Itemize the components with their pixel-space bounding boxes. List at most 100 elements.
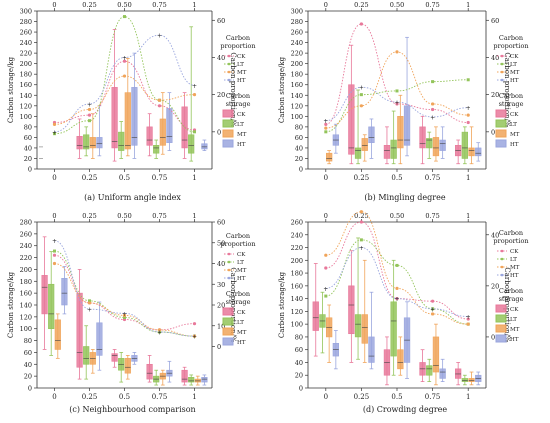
x-tick-label: 0.25 xyxy=(82,174,98,182)
y2-tick-label: 40 xyxy=(491,231,499,239)
y-tick-label: 60 xyxy=(295,134,303,142)
y-tick-label: 200 xyxy=(20,60,32,68)
legend-label: CK xyxy=(510,249,519,255)
proportion-line-ht xyxy=(325,247,469,317)
proportion-point-ck xyxy=(466,120,470,125)
box-ck xyxy=(455,368,462,379)
y-tick-label: 100 xyxy=(20,113,32,121)
box-lt xyxy=(118,131,125,151)
box-lt xyxy=(461,131,468,159)
y2-axis-title: Carbon proportion/% xyxy=(229,267,237,343)
legend-storage-title: Carbon xyxy=(499,92,523,100)
y-tick-label: 80 xyxy=(295,123,303,131)
chart-panel-1: 0204060801001201401601802002202402602803… xyxy=(278,1,529,202)
y-tick-label: 260 xyxy=(291,29,303,37)
legend-marker-ht xyxy=(500,78,504,82)
x-top-tick-label: 0.25 xyxy=(82,1,96,9)
proportion-point-lt xyxy=(88,119,91,123)
legend-proportion-title: Carbon xyxy=(499,34,523,42)
x-top-tick-label: 0 xyxy=(52,212,56,220)
box-lt xyxy=(390,139,397,159)
x-tick-label: 0.5 xyxy=(119,393,130,401)
y-tick-label: 0 xyxy=(28,385,32,393)
box-ck xyxy=(41,275,48,315)
box-lt xyxy=(188,377,195,383)
legend-proportion-title: proportion xyxy=(493,42,528,50)
y-tick-label: 220 xyxy=(291,244,303,252)
x-tick-label: 0.75 xyxy=(152,174,168,182)
proportion-point-ht: + xyxy=(466,105,471,112)
y-tick-label: 300 xyxy=(291,8,303,16)
box-lt xyxy=(83,346,90,365)
proportion-line-mt xyxy=(325,211,469,325)
y-tick-label: 0 xyxy=(28,166,32,174)
y2-tick-label: 0 xyxy=(217,343,221,351)
legend-proportion-title: proportion xyxy=(220,42,255,50)
x-tick-label: 0 xyxy=(324,174,328,182)
legend-label: LT xyxy=(510,257,517,263)
x-tick-label: 0 xyxy=(52,393,56,401)
legend-marker-lt xyxy=(500,257,504,261)
y-axis-title: Carbon storage/kg xyxy=(278,271,286,338)
y2-tick-label: 50 xyxy=(217,239,225,247)
proportion-point-lt xyxy=(431,80,435,84)
y-tick-label: 20 xyxy=(295,155,303,163)
legend-marker-mt xyxy=(227,268,231,272)
box-ht xyxy=(201,377,208,383)
y-tick-label: 80 xyxy=(24,123,32,131)
proportion-point-lt xyxy=(395,89,399,93)
legend-marker-lt xyxy=(500,62,504,66)
proportion-point-lt xyxy=(88,299,91,303)
proportion-point-ht: + xyxy=(394,100,399,107)
x-top-tick-label: 1 xyxy=(192,1,196,9)
y-axis-title: Carbon storage/kg xyxy=(7,56,15,123)
box-lt xyxy=(390,301,397,357)
legend-label: LT xyxy=(510,317,517,323)
x-top-tick-label: 0 xyxy=(324,1,328,9)
proportion-point-ck xyxy=(395,297,399,301)
proportion-point-ht: + xyxy=(323,118,328,125)
box-mt xyxy=(159,118,166,146)
x-tick-label: 0.25 xyxy=(354,174,370,182)
y2-tick-label: 40 xyxy=(217,260,225,268)
x-tick-label: 0.25 xyxy=(82,393,98,401)
y-tick-label: 60 xyxy=(24,134,32,142)
proportion-point-lt xyxy=(123,315,126,319)
legend-marker-ht xyxy=(227,78,231,82)
y-tick-label: 200 xyxy=(291,60,303,68)
box-lt xyxy=(461,378,468,382)
legend-label: CK xyxy=(510,54,519,60)
x-top-tick-label: 1 xyxy=(466,212,470,220)
proportion-point-lt xyxy=(193,130,196,134)
x-top-tick-label: 0.50 xyxy=(117,1,131,9)
proportion-point-mt xyxy=(324,126,328,130)
legend-storage-title: Carbon xyxy=(226,92,250,100)
legend: CarbonproportionCKLTMTHTCarbonstorageCKL… xyxy=(493,34,528,148)
x-top-tick-label: 0.75 xyxy=(425,212,439,220)
box-mt xyxy=(397,116,404,149)
box-ht xyxy=(475,147,482,157)
y2-tick-label: 10 xyxy=(217,322,225,330)
x-tick-label: 1 xyxy=(466,174,470,182)
box-lt xyxy=(426,138,433,149)
box-ht xyxy=(166,108,173,143)
proportion-point-lt xyxy=(123,15,126,19)
y2-tick-label: 20 xyxy=(217,302,225,310)
y-tick-label: 40 xyxy=(295,359,303,367)
proportion-point-mt xyxy=(87,301,92,305)
box-mt xyxy=(361,138,368,151)
chart-panel-3: 0204060801001201401601802002202402600204… xyxy=(278,210,529,414)
y-tick-label: 180 xyxy=(291,270,303,278)
y2-tick-label: 20 xyxy=(491,282,499,290)
x-tick-label: 0.25 xyxy=(354,393,370,401)
x-top-tick-label: 0.50 xyxy=(117,212,131,220)
y2-tick-label: 0 xyxy=(217,128,221,136)
proportion-point-mt xyxy=(431,102,435,106)
box-lt xyxy=(48,283,55,330)
legend-label: LT xyxy=(237,320,244,326)
proportion-point-lt xyxy=(324,130,328,134)
proportion-point-ht: + xyxy=(192,83,197,90)
legend-marker-lt xyxy=(227,62,231,66)
legend-marker-ck xyxy=(227,54,231,58)
box-mt xyxy=(89,137,96,149)
